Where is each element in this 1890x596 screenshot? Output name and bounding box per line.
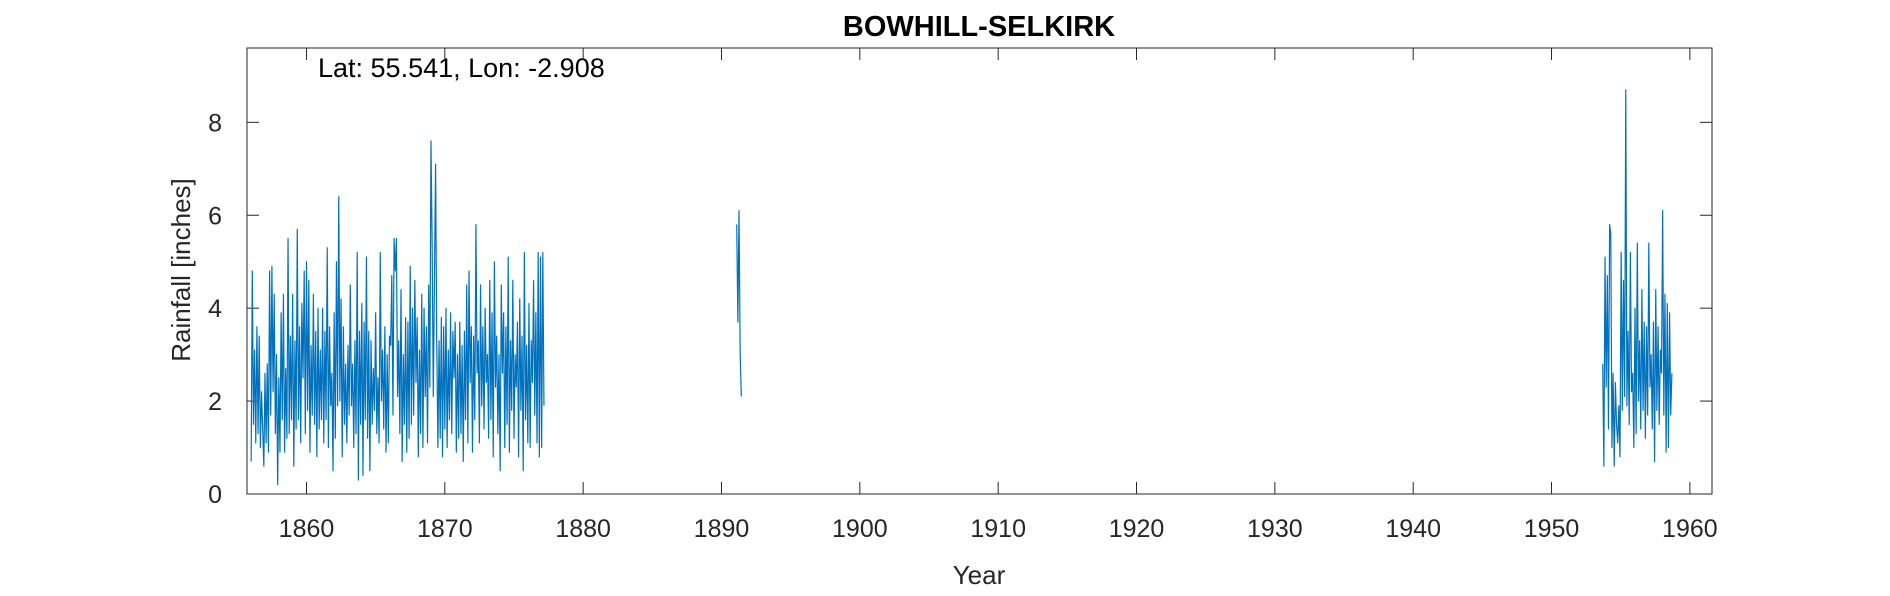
- x-axis-title: Year: [953, 560, 1006, 590]
- y-tick-label: 8: [208, 109, 222, 137]
- y-tick-label: 4: [208, 295, 222, 323]
- x-tick-label: 1950: [1524, 515, 1580, 543]
- rainfall-series-line: [1602, 89, 1673, 467]
- y-tick-label: 0: [208, 481, 222, 509]
- plot-area: 1860 1870 1880 1890 1900 1910 1920 1930 1940 1950…: [208, 47, 1718, 543]
- x-tick-label: 1870: [417, 515, 473, 543]
- plot-frame: [246, 47, 1713, 495]
- rainfall-series-line: [250, 140, 545, 486]
- x-tick-label: 1940: [1385, 515, 1441, 543]
- x-tick-label: 1890: [694, 515, 750, 543]
- x-tick-label: 1910: [970, 515, 1026, 543]
- x-tick-label: 1880: [555, 515, 611, 543]
- x-tick-label: 1900: [832, 515, 888, 543]
- location-annotation: Lat: 55.541, Lon: -2.908: [318, 53, 605, 83]
- x-tick-label: 1860: [279, 515, 335, 543]
- rainfall-series-line: [736, 210, 742, 397]
- y-tick-label: 2: [208, 388, 222, 416]
- y-axis-title: Rainfall [inches]: [166, 178, 196, 362]
- y-tick-label: 6: [208, 202, 222, 230]
- x-tick-label: 1960: [1662, 515, 1718, 543]
- chart-title: BOWHILL-SELKIRK: [843, 11, 1115, 43]
- x-tick-label: 1930: [1247, 515, 1303, 543]
- x-tick-label: 1920: [1109, 515, 1165, 543]
